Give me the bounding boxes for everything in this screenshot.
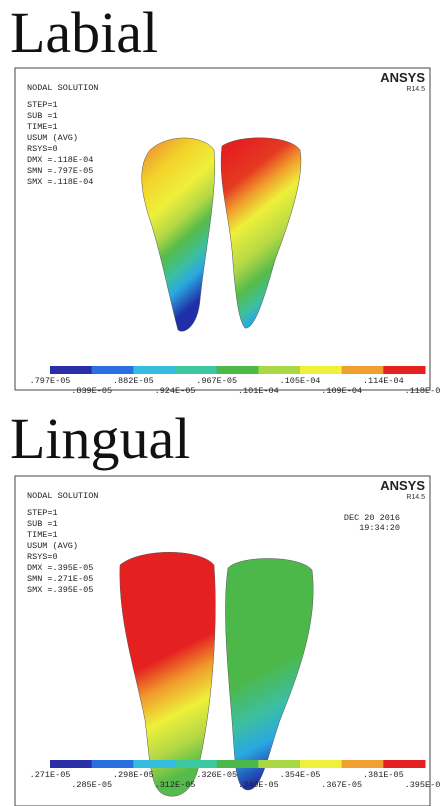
info-line: TIME=1 (27, 530, 58, 540)
tooth (119, 552, 216, 797)
info-line: SMX =.118E-04 (27, 177, 93, 187)
colorbar-segment (341, 760, 384, 768)
legend-label: .340E-05 (238, 780, 279, 790)
version: R14.5 (406, 494, 425, 501)
colorbar-segment (175, 366, 218, 374)
info-line: DMX =.118E-04 (27, 155, 93, 165)
legend-label: .326E-05 (196, 770, 237, 780)
legend-label: .101E-04 (238, 386, 279, 396)
colorbar-segment (258, 366, 301, 374)
timestamp: DEC 20 2016 (344, 513, 400, 523)
colorbar-segment (133, 366, 176, 374)
info-line: RSYS=0 (27, 144, 58, 154)
legend-label: .839E-05 (71, 386, 112, 396)
legend-label: .395E-05 (405, 780, 440, 790)
colorbar-segment (216, 366, 259, 374)
info-line: TIME=1 (27, 122, 58, 132)
legend-label: .109E-04 (321, 386, 362, 396)
legend-label: .354E-05 (280, 770, 321, 780)
legend-label: .298E-05 (113, 770, 154, 780)
colorbar-segment (50, 366, 93, 374)
tooth (220, 137, 302, 329)
tooth (141, 137, 215, 332)
panel-title: Lingual (10, 406, 190, 471)
info-line: SMN =.271E-05 (27, 574, 93, 584)
info-line: STEP=1 (27, 100, 58, 110)
colorbar-segment (50, 760, 93, 768)
legend-label: .967E-05 (196, 376, 237, 386)
info-line: USUM (AVG) (27, 541, 78, 551)
legend-label: .797E-05 (30, 376, 71, 386)
tooth (225, 558, 314, 791)
colorbar-segment (341, 366, 384, 374)
info-line: SMX =.395E-05 (27, 585, 93, 595)
panel-title: Labial (10, 0, 158, 65)
info-line: SUB =1 (27, 111, 58, 121)
legend-label: .312E-05 (155, 780, 196, 790)
logo: ANSYS (380, 70, 425, 85)
colorbar-segment (300, 366, 343, 374)
logo: ANSYS (380, 478, 425, 493)
colorbar-segment (91, 760, 134, 768)
info-line: STEP=1 (27, 508, 58, 518)
legend-label: .882E-05 (113, 376, 154, 386)
colorbar-segment (216, 760, 259, 768)
info-line: RSYS=0 (27, 552, 58, 562)
colorbar-segment (383, 760, 426, 768)
info-line: SMN =.797E-05 (27, 166, 93, 176)
info-line: NODAL SOLUTION (27, 83, 98, 93)
panel-frame (14, 475, 431, 806)
legend-label: .271E-05 (30, 770, 71, 780)
colorbar-segment (383, 366, 426, 374)
legend-label: .367E-05 (321, 780, 362, 790)
timestamp: 19:34:20 (359, 523, 400, 533)
colorbar-segment (175, 760, 218, 768)
version: R14.5 (406, 86, 425, 93)
legend-label: .381E-05 (363, 770, 404, 780)
legend-label: .105E-04 (280, 376, 321, 386)
panel-frame (14, 67, 431, 391)
colorbar-segment (133, 760, 176, 768)
info-line: NODAL SOLUTION (27, 491, 98, 501)
info-line: DMX =.395E-05 (27, 563, 93, 573)
colorbar-segment (300, 760, 343, 768)
info-line: USUM (AVG) (27, 133, 78, 143)
colorbar-segment (91, 366, 134, 374)
legend-label: .118E-04 (405, 386, 440, 396)
legend-label: .285E-05 (71, 780, 112, 790)
legend-label: .114E-04 (363, 376, 404, 386)
colorbar-segment (258, 760, 301, 768)
info-line: SUB =1 (27, 519, 58, 529)
legend-label: .924E-05 (155, 386, 196, 396)
